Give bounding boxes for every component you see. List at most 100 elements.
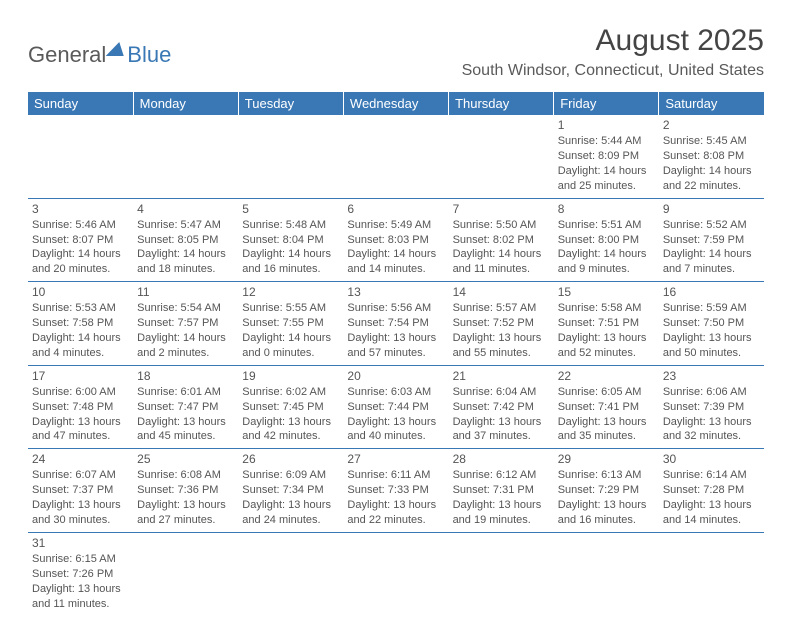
daylight-text: and 14 minutes. xyxy=(347,262,444,277)
sunrise-text: Sunrise: 6:03 AM xyxy=(347,385,444,400)
sunset-text: Sunset: 7:36 PM xyxy=(137,483,234,498)
sunset-text: Sunset: 7:59 PM xyxy=(663,233,760,248)
calendar-cell: 25Sunrise: 6:08 AMSunset: 7:36 PMDayligh… xyxy=(133,449,238,533)
sunset-text: Sunset: 7:31 PM xyxy=(453,483,550,498)
sunrise-text: Sunrise: 5:44 AM xyxy=(558,134,655,149)
sunset-text: Sunset: 7:34 PM xyxy=(242,483,339,498)
sunset-text: Sunset: 7:26 PM xyxy=(32,567,129,582)
sunset-text: Sunset: 7:39 PM xyxy=(663,400,760,415)
day-number: 30 xyxy=(663,451,760,467)
sunrise-text: Sunrise: 6:12 AM xyxy=(453,468,550,483)
daylight-text: Daylight: 13 hours xyxy=(242,498,339,513)
daylight-text: and 25 minutes. xyxy=(558,179,655,194)
sunset-text: Sunset: 7:29 PM xyxy=(558,483,655,498)
calendar-cell: 31Sunrise: 6:15 AMSunset: 7:26 PMDayligh… xyxy=(28,532,133,615)
day-number: 28 xyxy=(453,451,550,467)
daylight-text: Daylight: 13 hours xyxy=(453,415,550,430)
daylight-text: and 45 minutes. xyxy=(137,429,234,444)
sunset-text: Sunset: 8:08 PM xyxy=(663,149,760,164)
calendar-cell: 15Sunrise: 5:58 AMSunset: 7:51 PMDayligh… xyxy=(554,282,659,366)
daylight-text: Daylight: 14 hours xyxy=(347,247,444,262)
daylight-text: and 18 minutes. xyxy=(137,262,234,277)
calendar-cell: 6Sunrise: 5:49 AMSunset: 8:03 PMDaylight… xyxy=(343,198,448,282)
sunrise-text: Sunrise: 5:51 AM xyxy=(558,218,655,233)
calendar-cell: 5Sunrise: 5:48 AMSunset: 8:04 PMDaylight… xyxy=(238,198,343,282)
daylight-text: and 22 minutes. xyxy=(663,179,760,194)
calendar-cell xyxy=(343,115,448,198)
sunrise-text: Sunrise: 6:06 AM xyxy=(663,385,760,400)
calendar-row: 10Sunrise: 5:53 AMSunset: 7:58 PMDayligh… xyxy=(28,282,764,366)
daylight-text: Daylight: 14 hours xyxy=(663,164,760,179)
calendar-cell: 30Sunrise: 6:14 AMSunset: 7:28 PMDayligh… xyxy=(659,449,764,533)
sunset-text: Sunset: 7:52 PM xyxy=(453,316,550,331)
sunset-text: Sunset: 7:48 PM xyxy=(32,400,129,415)
sunrise-text: Sunrise: 5:49 AM xyxy=(347,218,444,233)
day-number: 14 xyxy=(453,284,550,300)
calendar-cell: 18Sunrise: 6:01 AMSunset: 7:47 PMDayligh… xyxy=(133,365,238,449)
sunset-text: Sunset: 7:50 PM xyxy=(663,316,760,331)
day-number: 5 xyxy=(242,201,339,217)
day-number: 19 xyxy=(242,368,339,384)
daylight-text: and 24 minutes. xyxy=(242,513,339,528)
day-number: 11 xyxy=(137,284,234,300)
calendar-cell xyxy=(238,115,343,198)
day-number: 12 xyxy=(242,284,339,300)
calendar-cell: 27Sunrise: 6:11 AMSunset: 7:33 PMDayligh… xyxy=(343,449,448,533)
day-number: 8 xyxy=(558,201,655,217)
sunset-text: Sunset: 8:07 PM xyxy=(32,233,129,248)
sunrise-text: Sunrise: 6:08 AM xyxy=(137,468,234,483)
daylight-text: Daylight: 14 hours xyxy=(137,331,234,346)
daylight-text: Daylight: 14 hours xyxy=(242,331,339,346)
sunset-text: Sunset: 8:02 PM xyxy=(453,233,550,248)
day-number: 17 xyxy=(32,368,129,384)
daylight-text: Daylight: 13 hours xyxy=(663,498,760,513)
day-number: 23 xyxy=(663,368,760,384)
sunrise-text: Sunrise: 6:04 AM xyxy=(453,385,550,400)
day-number: 7 xyxy=(453,201,550,217)
calendar-cell: 16Sunrise: 5:59 AMSunset: 7:50 PMDayligh… xyxy=(659,282,764,366)
daylight-text: Daylight: 13 hours xyxy=(453,331,550,346)
sunrise-text: Sunrise: 5:54 AM xyxy=(137,301,234,316)
calendar-cell: 4Sunrise: 5:47 AMSunset: 8:05 PMDaylight… xyxy=(133,198,238,282)
daylight-text: and 22 minutes. xyxy=(347,513,444,528)
daylight-text: and 47 minutes. xyxy=(32,429,129,444)
daylight-text: and 42 minutes. xyxy=(242,429,339,444)
calendar-row: 3Sunrise: 5:46 AMSunset: 8:07 PMDaylight… xyxy=(28,198,764,282)
daylight-text: Daylight: 14 hours xyxy=(453,247,550,262)
sunrise-text: Sunrise: 6:01 AM xyxy=(137,385,234,400)
daylight-text: Daylight: 13 hours xyxy=(137,415,234,430)
daylight-text: Daylight: 13 hours xyxy=(558,415,655,430)
daylight-text: Daylight: 14 hours xyxy=(137,247,234,262)
logo-text-2: Blue xyxy=(127,42,171,68)
calendar-cell xyxy=(449,532,554,615)
daylight-text: and 57 minutes. xyxy=(347,346,444,361)
daylight-text: Daylight: 13 hours xyxy=(242,415,339,430)
calendar-cell: 7Sunrise: 5:50 AMSunset: 8:02 PMDaylight… xyxy=(449,198,554,282)
calendar-cell: 11Sunrise: 5:54 AMSunset: 7:57 PMDayligh… xyxy=(133,282,238,366)
daylight-text: Daylight: 13 hours xyxy=(32,582,129,597)
calendar-cell: 21Sunrise: 6:04 AMSunset: 7:42 PMDayligh… xyxy=(449,365,554,449)
daylight-text: Daylight: 14 hours xyxy=(32,247,129,262)
sunset-text: Sunset: 7:37 PM xyxy=(32,483,129,498)
daylight-text: Daylight: 13 hours xyxy=(137,498,234,513)
day-number: 26 xyxy=(242,451,339,467)
day-number: 10 xyxy=(32,284,129,300)
sunset-text: Sunset: 7:57 PM xyxy=(137,316,234,331)
day-number: 20 xyxy=(347,368,444,384)
location: South Windsor, Connecticut, United State… xyxy=(462,62,764,80)
sunrise-text: Sunrise: 5:45 AM xyxy=(663,134,760,149)
sunrise-text: Sunrise: 6:14 AM xyxy=(663,468,760,483)
daylight-text: and 11 minutes. xyxy=(32,597,129,612)
day-number: 27 xyxy=(347,451,444,467)
daylight-text: and 27 minutes. xyxy=(137,513,234,528)
daylight-text: Daylight: 13 hours xyxy=(32,498,129,513)
daylight-text: Daylight: 13 hours xyxy=(663,331,760,346)
day-number: 25 xyxy=(137,451,234,467)
sunrise-text: Sunrise: 5:56 AM xyxy=(347,301,444,316)
sunrise-text: Sunrise: 5:47 AM xyxy=(137,218,234,233)
day-number: 3 xyxy=(32,201,129,217)
title-block: August 2025 South Windsor, Connecticut, … xyxy=(462,24,764,80)
sunrise-text: Sunrise: 5:46 AM xyxy=(32,218,129,233)
sunset-text: Sunset: 7:44 PM xyxy=(347,400,444,415)
daylight-text: and 30 minutes. xyxy=(32,513,129,528)
